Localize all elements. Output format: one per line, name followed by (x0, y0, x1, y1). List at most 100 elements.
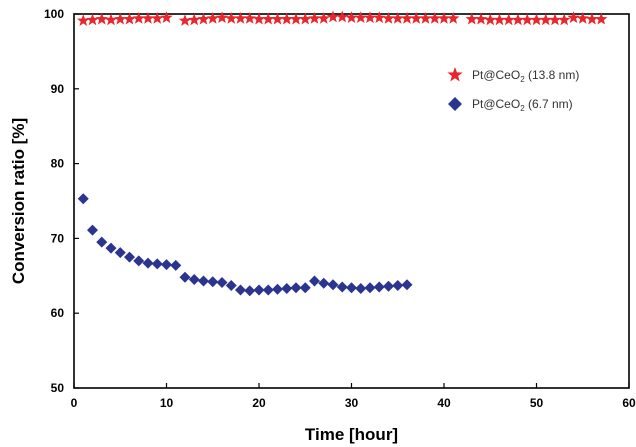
data-point-star (345, 11, 358, 23)
data-point-star (160, 11, 173, 23)
data-point-diamond (207, 276, 219, 288)
data-point-star (280, 12, 293, 25)
data-point-star (141, 11, 155, 24)
data-point-star (447, 11, 460, 24)
y-axis-title: Conversion ratio [%] (9, 118, 28, 284)
legend-star-icon (447, 67, 463, 82)
data-point-star (410, 11, 423, 24)
data-point-diamond (383, 280, 394, 292)
data-point-diamond (198, 275, 209, 287)
data-point-star (206, 11, 219, 24)
data-point-diamond (133, 255, 145, 267)
x-tick-label: 0 (71, 396, 78, 410)
data-point-star (558, 13, 571, 26)
data-point-diamond (346, 282, 357, 294)
data-point-star (178, 14, 192, 26)
data-point-diamond (336, 281, 348, 293)
data-point-diamond (253, 284, 265, 296)
data-point-diamond (281, 283, 293, 295)
data-point-diamond (87, 224, 98, 236)
data-point-star (243, 11, 256, 24)
data-point-star (95, 12, 108, 25)
series-1 (77, 10, 608, 26)
data-point-diamond (262, 284, 274, 296)
data-point-diamond (114, 247, 126, 259)
y-tick-label: 50 (51, 381, 65, 395)
legend-item-1: Pt@CeO2 (13.8 nm) (447, 67, 579, 84)
data-point-star (114, 12, 127, 25)
legend: Pt@CeO2 (13.8 nm) Pt@CeO2 (6.7 nm) (447, 67, 579, 113)
data-point-star (585, 12, 599, 25)
data-point-star (391, 11, 404, 24)
x-tick-label: 50 (530, 396, 544, 410)
data-point-diamond (161, 259, 172, 271)
data-point-star (336, 10, 349, 23)
data-point-diamond (216, 277, 228, 289)
data-point-diamond (364, 282, 376, 294)
data-point-star (225, 11, 238, 24)
data-point-star (567, 11, 580, 23)
data-point-diamond (179, 271, 191, 283)
data-point-diamond (151, 258, 163, 270)
legend-label: Pt@CeO2 (6.7 nm) (472, 97, 573, 113)
data-point-star (511, 13, 525, 26)
data-point-star (234, 11, 247, 24)
x-tick-label: 30 (345, 396, 359, 410)
data-point-diamond (170, 259, 182, 271)
data-point-star (465, 12, 478, 25)
data-point-star (86, 13, 99, 26)
data-point-diamond (244, 285, 256, 297)
y-axis: 50 60 70 80 90 100 (44, 7, 79, 395)
data-point-star (521, 13, 534, 26)
data-point-star (548, 13, 562, 26)
data-point-diamond (142, 257, 154, 269)
data-point-diamond (77, 193, 89, 205)
y-tick-label: 80 (51, 157, 65, 171)
data-point-star (363, 11, 377, 23)
data-point-diamond (318, 277, 330, 289)
data-point-star (271, 12, 284, 25)
legend-diamond-icon (448, 97, 462, 111)
data-point-star (502, 13, 515, 26)
data-point-star (400, 11, 414, 24)
data-point-star (474, 12, 488, 25)
data-point-star (539, 13, 552, 26)
data-point-star (493, 13, 506, 26)
data-point-star (252, 12, 266, 25)
data-point-star (215, 11, 229, 23)
data-point-star (132, 11, 145, 24)
data-point-star (595, 12, 608, 25)
x-axis: 0 10 20 30 40 50 60 (71, 383, 636, 410)
data-point-diamond (355, 283, 367, 295)
data-point-star (576, 11, 589, 24)
data-point-star (437, 11, 451, 24)
y-tick-label: 100 (44, 7, 64, 21)
data-point-diamond (96, 236, 108, 248)
data-point-diamond (272, 283, 283, 295)
data-point-diamond (401, 279, 413, 291)
data-point-star (326, 10, 340, 23)
data-point-star (289, 12, 303, 25)
series-2 (77, 193, 413, 297)
data-point-diamond (105, 242, 117, 254)
data-point-star (197, 12, 210, 25)
data-point-star (419, 11, 432, 24)
legend-item-2: Pt@CeO2 (6.7 nm) (448, 97, 573, 113)
data-point-star (77, 14, 90, 26)
data-point-star (123, 12, 136, 25)
data-point-star (354, 11, 367, 23)
data-point-star (373, 11, 386, 23)
y-tick-label: 60 (51, 306, 65, 320)
x-tick-label: 20 (252, 396, 266, 410)
data-point-star (484, 13, 497, 26)
data-point-star (428, 11, 441, 24)
x-axis-title: Time [hour] (305, 425, 398, 444)
y-tick-label: 70 (51, 231, 65, 245)
data-point-star (308, 11, 321, 24)
data-point-diamond (309, 275, 320, 287)
data-point-star (151, 11, 164, 24)
data-point-diamond (327, 279, 339, 291)
data-point-star (262, 12, 275, 25)
data-point-star (530, 13, 543, 26)
